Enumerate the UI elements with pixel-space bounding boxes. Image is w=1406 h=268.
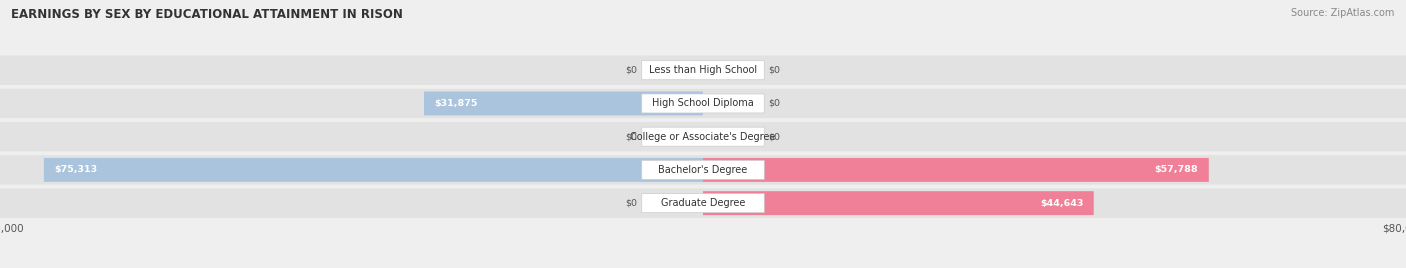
- Text: High School Diploma: High School Diploma: [652, 98, 754, 109]
- Text: College or Associate's Degree: College or Associate's Degree: [630, 132, 776, 142]
- Text: Less than High School: Less than High School: [650, 65, 756, 75]
- FancyBboxPatch shape: [0, 89, 1406, 118]
- FancyBboxPatch shape: [0, 188, 1406, 218]
- Text: $0: $0: [626, 199, 637, 208]
- Text: $0: $0: [769, 132, 780, 141]
- FancyBboxPatch shape: [425, 91, 703, 116]
- Text: Graduate Degree: Graduate Degree: [661, 198, 745, 208]
- Text: $75,313: $75,313: [55, 165, 97, 174]
- FancyBboxPatch shape: [641, 194, 765, 213]
- Text: EARNINGS BY SEX BY EDUCATIONAL ATTAINMENT IN RISON: EARNINGS BY SEX BY EDUCATIONAL ATTAINMEN…: [11, 8, 404, 21]
- FancyBboxPatch shape: [641, 127, 765, 146]
- FancyBboxPatch shape: [641, 61, 765, 80]
- FancyBboxPatch shape: [703, 191, 1094, 215]
- FancyBboxPatch shape: [703, 158, 1209, 182]
- Text: Bachelor's Degree: Bachelor's Degree: [658, 165, 748, 175]
- FancyBboxPatch shape: [0, 122, 1406, 151]
- Text: $31,875: $31,875: [434, 99, 478, 108]
- FancyBboxPatch shape: [641, 161, 765, 179]
- Text: $57,788: $57,788: [1154, 165, 1198, 174]
- Text: $0: $0: [626, 132, 637, 141]
- Text: $0: $0: [769, 66, 780, 75]
- Text: $0: $0: [626, 66, 637, 75]
- FancyBboxPatch shape: [0, 155, 1406, 185]
- Text: $0: $0: [769, 99, 780, 108]
- FancyBboxPatch shape: [44, 158, 703, 182]
- Text: Source: ZipAtlas.com: Source: ZipAtlas.com: [1291, 8, 1395, 18]
- Text: $44,643: $44,643: [1040, 199, 1083, 208]
- FancyBboxPatch shape: [641, 94, 765, 113]
- FancyBboxPatch shape: [0, 55, 1406, 85]
